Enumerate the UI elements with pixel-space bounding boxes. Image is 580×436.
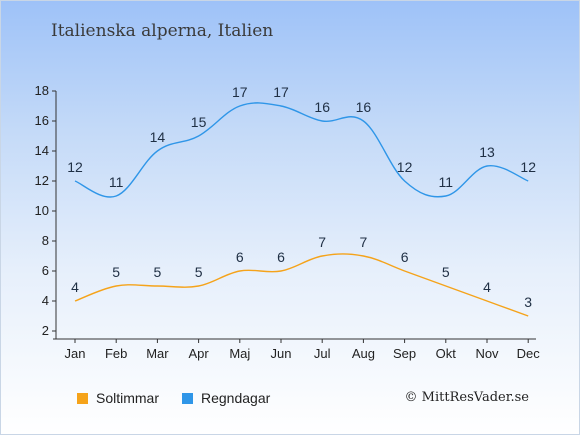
data-label-soltimmar: 3 [524, 294, 532, 310]
x-tick-label: Feb [105, 346, 127, 361]
x-tick-label: Dec [517, 346, 541, 361]
data-label-regndagar: 16 [356, 99, 372, 115]
y-tick-label: 12 [35, 173, 49, 188]
data-label-soltimmar: 5 [154, 264, 162, 280]
data-label-regndagar: 12 [520, 159, 536, 175]
series-line-regndagar [74, 102, 529, 198]
data-label-regndagar: 16 [314, 99, 330, 115]
y-tick-label: 8 [42, 233, 49, 248]
x-tick-label: Aug [352, 346, 375, 361]
credit-text: © MittResVader.se [404, 390, 529, 405]
x-tick-label: Maj [229, 346, 250, 361]
y-tick-label: 6 [42, 263, 49, 278]
data-label-regndagar: 17 [273, 84, 289, 100]
data-label-soltimmar: 5 [442, 264, 450, 280]
x-tick-label: Sep [393, 346, 416, 361]
data-label-regndagar: 11 [109, 174, 124, 190]
data-label-regndagar: 14 [150, 129, 166, 145]
chart-title: Italienska alperna, Italien [51, 21, 274, 41]
legend-item-regndagar: Regndagar [182, 390, 270, 406]
x-tick-label: Nov [475, 346, 499, 361]
data-label-regndagar: 13 [479, 144, 495, 160]
data-label-regndagar: 11 [439, 174, 454, 190]
x-tick-label: Jul [314, 346, 331, 361]
data-label-regndagar: 12 [67, 159, 83, 175]
data-label-soltimmar: 5 [195, 264, 203, 280]
y-tick-label: 2 [42, 323, 49, 338]
series-line-soltimmar [74, 253, 529, 317]
legend-item-soltimmar: Soltimmar [77, 390, 159, 406]
x-tick-label: Okt [436, 346, 457, 361]
x-tick-label: Jan [65, 346, 86, 361]
legend-label-regndagar: Regndagar [201, 390, 271, 406]
data-label-regndagar: 12 [397, 159, 413, 175]
x-tick-label: Apr [188, 346, 209, 361]
legend-swatch-soltimmar [77, 392, 88, 404]
legend-label-soltimmar: Soltimmar [96, 390, 160, 406]
x-tick-label: Mar [146, 346, 169, 361]
y-tick-label: 10 [35, 203, 49, 218]
y-tick-label: 14 [35, 143, 49, 158]
data-label-regndagar: 17 [232, 84, 248, 100]
data-label-soltimmar: 4 [71, 279, 79, 295]
data-label-soltimmar: 4 [483, 279, 491, 295]
legend-swatch-regndagar [182, 392, 193, 404]
y-tick-label: 4 [42, 293, 49, 308]
data-label-soltimmar: 6 [401, 249, 409, 265]
data-label-soltimmar: 6 [277, 249, 285, 265]
x-tick-label: Jun [271, 346, 292, 361]
y-tick-label: 18 [35, 83, 49, 98]
y-tick-label: 16 [35, 113, 49, 128]
data-label-soltimmar: 6 [236, 249, 244, 265]
data-label-soltimmar: 7 [318, 234, 326, 250]
data-label-regndagar: 15 [191, 114, 207, 130]
data-label-soltimmar: 7 [360, 234, 368, 250]
data-label-soltimmar: 5 [112, 264, 120, 280]
